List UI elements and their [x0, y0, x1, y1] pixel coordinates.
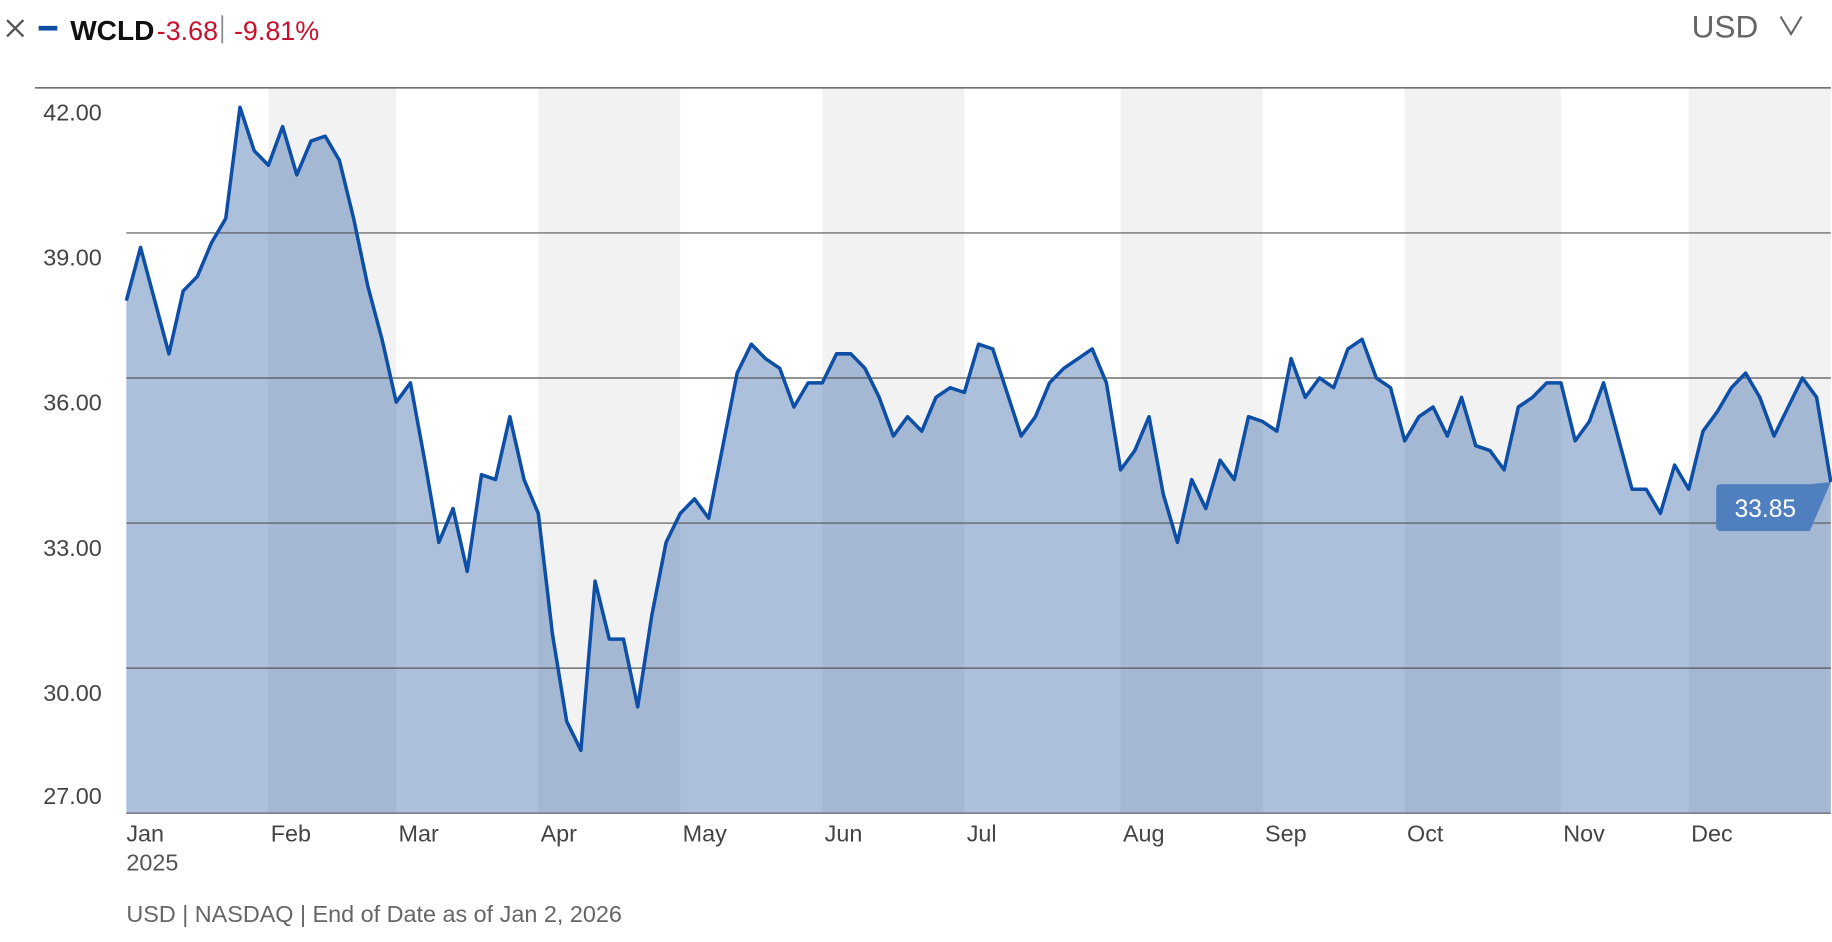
value-badge-label: 33.85 — [1735, 496, 1796, 523]
x-tick-label: Jul — [967, 820, 997, 846]
x-tick-label: Jun — [825, 820, 863, 846]
x-tick-label: Nov — [1563, 820, 1605, 846]
y-tick-label: 39.00 — [43, 245, 102, 271]
y-tick-label: 27.00 — [43, 783, 102, 809]
x-tick-label: Sep — [1265, 820, 1307, 846]
footnote: USD | NASDAQ | End of Date as of Jan 2, … — [126, 901, 621, 927]
close-icon — [6, 19, 25, 38]
x-year-label: 2025 — [126, 850, 178, 876]
plot-area: Jan Feb Mar Apr May Jun Jul Aug Sep Oct Nov Dec 27.0… — [35, 87, 1832, 846]
currency-dropdown[interactable]: USD — [1692, 9, 1803, 45]
month-band — [1404, 87, 1561, 814]
month-band — [268, 87, 397, 814]
month-band — [822, 87, 965, 814]
line — [124, 105, 1832, 753]
y-tick-label: 30.00 — [43, 680, 102, 706]
x-tick-label: Dec — [1691, 820, 1733, 846]
x-tick-label: Aug — [1123, 820, 1165, 846]
month-band — [1120, 87, 1263, 814]
x-tick-label: Mar — [399, 820, 439, 846]
price-change: -3.68 — [157, 16, 218, 46]
y-tick-label: 36.00 — [43, 390, 102, 416]
dropdown-arrow — [1779, 15, 1803, 37]
x-tick-label: Feb — [271, 820, 311, 846]
legend-symbol: WCLD — [70, 15, 154, 46]
y-tick-label: 33.00 — [43, 535, 102, 561]
y-tick-label: 42.00 — [43, 100, 102, 126]
price-change-pct: -9.81% — [234, 16, 319, 46]
currency: USD — [1692, 9, 1759, 45]
value-badge — [1716, 481, 1831, 532]
legend-swatch — [38, 25, 58, 31]
x-tick-label: Oct — [1407, 820, 1444, 846]
x-tick-label: Apr — [541, 820, 578, 846]
x-tick-label: Jan — [126, 820, 164, 846]
month-band — [1688, 87, 1831, 814]
close-button[interactable] — [6, 19, 25, 38]
x-tick-label: May — [683, 820, 727, 846]
